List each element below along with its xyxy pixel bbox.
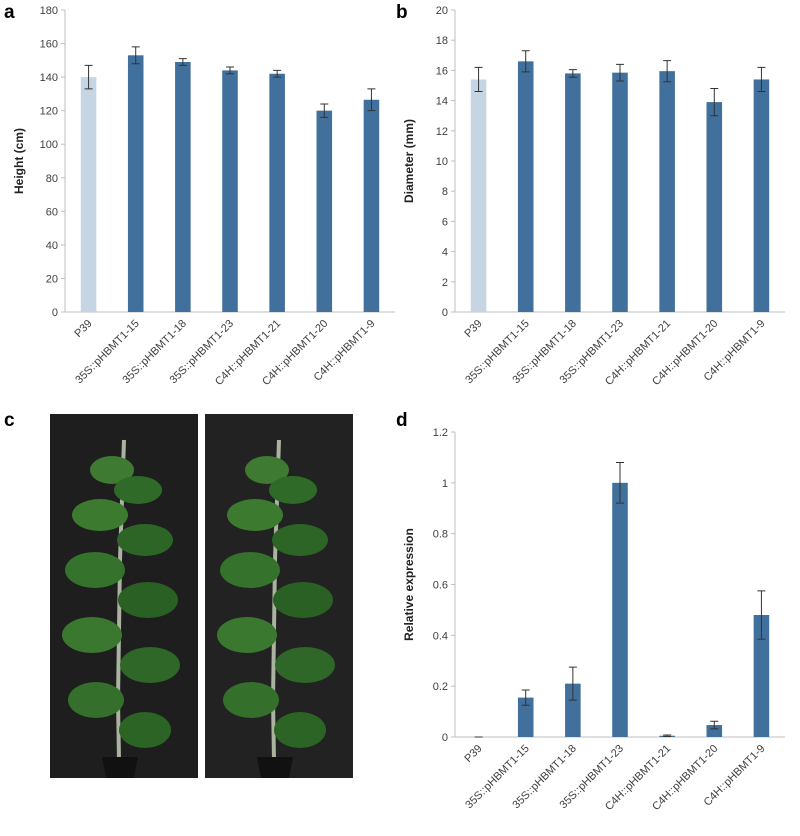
x-tick-label: P39 — [462, 318, 484, 340]
y-tick-label: 18 — [436, 35, 448, 47]
y-tick-label: 10 — [436, 156, 448, 168]
bar — [565, 683, 581, 737]
error-bar — [710, 88, 719, 117]
panel-letter: b — [396, 2, 408, 23]
y-tick-label: 2 — [442, 277, 448, 289]
bar — [316, 110, 333, 313]
panel-letter: c — [4, 410, 15, 431]
error-bar — [568, 69, 577, 78]
error-bar — [663, 734, 672, 737]
error-bar — [84, 64, 93, 90]
y-axis-label: Diameter (mm) — [402, 119, 416, 203]
y-tick-label: 60 — [46, 206, 58, 218]
bar — [363, 99, 380, 312]
error-bar — [757, 66, 766, 93]
error-bar — [131, 46, 140, 65]
bar — [517, 697, 534, 737]
bar — [612, 482, 628, 737]
y-axis-label: Relative expression — [402, 528, 416, 641]
bar — [565, 73, 581, 312]
error-bar — [521, 689, 530, 706]
error-bar — [616, 63, 624, 82]
error-bar — [710, 720, 719, 730]
y-tick-label: 80 — [46, 173, 58, 185]
y-tick-label: 0 — [442, 307, 448, 319]
y-tick-label: 1.2 — [433, 427, 448, 439]
panel-letter: a — [4, 2, 15, 23]
y-tick-label: 0.2 — [433, 681, 448, 693]
y-tick-label: 0.6 — [433, 580, 448, 592]
x-tick-label: P39 — [462, 743, 484, 765]
error-bar — [226, 66, 234, 75]
bar — [175, 62, 191, 313]
bar — [706, 102, 723, 312]
y-tick-label: 8 — [442, 186, 448, 198]
panel-letter: d — [396, 410, 408, 431]
y-tick-label: 40 — [46, 240, 58, 252]
y-tick-label: 0.8 — [433, 529, 448, 541]
y-tick-label: 16 — [436, 65, 448, 77]
error-bar — [521, 50, 530, 73]
y-tick-label: 12 — [436, 126, 448, 138]
y-tick-label: 180 — [40, 5, 58, 17]
y-tick-label: 120 — [40, 106, 58, 118]
bar — [269, 73, 285, 312]
bar — [80, 77, 97, 312]
y-axis-label: Height (cm) — [12, 128, 26, 194]
y-tick-label: 160 — [40, 39, 58, 51]
error-bar — [616, 462, 624, 504]
error-bar — [757, 590, 766, 640]
y-tick-label: 0 — [442, 732, 448, 744]
bar — [470, 79, 487, 313]
bar — [753, 79, 770, 313]
error-bar — [273, 69, 282, 78]
y-tick-label: 0 — [52, 307, 58, 319]
bar — [517, 61, 534, 313]
bar — [706, 725, 723, 737]
y-tick-label: 100 — [40, 139, 58, 151]
bar — [659, 71, 675, 312]
y-tick-label: 140 — [40, 72, 58, 84]
bar — [753, 615, 770, 737]
plant-photo — [50, 414, 353, 780]
y-tick-label: 0.4 — [433, 630, 448, 642]
y-tick-label: 20 — [436, 5, 448, 17]
bar — [127, 55, 144, 313]
error-bar — [367, 88, 376, 112]
error-bar — [474, 66, 483, 93]
y-tick-label: 1 — [442, 478, 448, 490]
error-bar — [320, 103, 329, 118]
error-bar — [663, 60, 672, 83]
bar — [222, 70, 238, 313]
y-tick-label: 20 — [46, 273, 58, 285]
y-tick-label: 14 — [436, 96, 448, 108]
y-tick-label: 4 — [442, 247, 448, 259]
x-tick-label: P39 — [72, 318, 94, 340]
y-tick-label: 6 — [442, 216, 448, 228]
bar — [612, 72, 628, 312]
error-bar — [178, 58, 187, 66]
error-bar — [568, 666, 577, 701]
